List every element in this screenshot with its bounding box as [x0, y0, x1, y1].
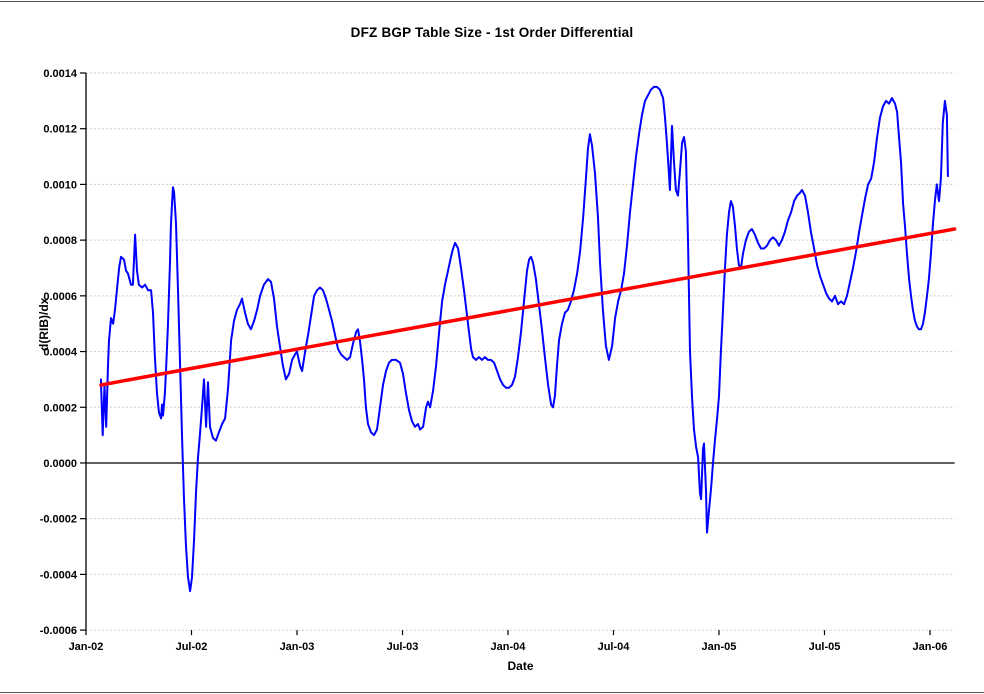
- x-tick-label: Jan-04: [491, 641, 527, 653]
- y-tick-label: 0.0000: [43, 458, 77, 470]
- chart-title: DFZ BGP Table Size - 1st Order Different…: [350, 25, 634, 40]
- y-tick-label: 0.0002: [43, 402, 77, 414]
- page-border-bottom: [0, 692, 984, 693]
- x-tick-label: Jul-04: [598, 641, 631, 653]
- y-tick-label: 0.0004: [43, 347, 78, 359]
- x-tick-label: Jan-03: [280, 641, 315, 653]
- x-tick-label: Jul-02: [176, 641, 208, 653]
- x-tick-label: Jul-03: [387, 641, 419, 653]
- y-tick-label: -0.0004: [40, 569, 78, 581]
- page-border-top: [0, 1, 984, 2]
- y-tick-label: 0.0008: [43, 235, 77, 247]
- x-axis-title: Date: [507, 659, 534, 673]
- y-tick-label: -0.0002: [40, 514, 77, 526]
- y-axis: 0.0014 0.0012 0.0010 0.0008 0.0006 0.0004 0.00…: [40, 68, 87, 637]
- x-tick-label: Jan-06: [913, 641, 948, 653]
- y-tick-label: 0.0012: [43, 124, 77, 136]
- x-tick-label: Jan-02: [69, 641, 104, 653]
- x-axis: Jan-02 Jul-02 Jan-03 Jul-03 Jan-04 Jul-04 Jan-…: [69, 630, 948, 653]
- y-tick-label: 0.0006: [43, 291, 77, 303]
- rib-differential-line: [99, 85, 949, 593]
- x-tick-label: Jul-05: [809, 641, 841, 653]
- y-tick-label: 0.0014: [43, 68, 78, 80]
- y-tick-label: -0.0006: [40, 625, 77, 637]
- x-tick-label: Jan-05: [702, 641, 737, 653]
- trend-line: [99, 227, 957, 387]
- y-tick-label: 0.0010: [43, 179, 77, 191]
- gridlines: [86, 72, 955, 631]
